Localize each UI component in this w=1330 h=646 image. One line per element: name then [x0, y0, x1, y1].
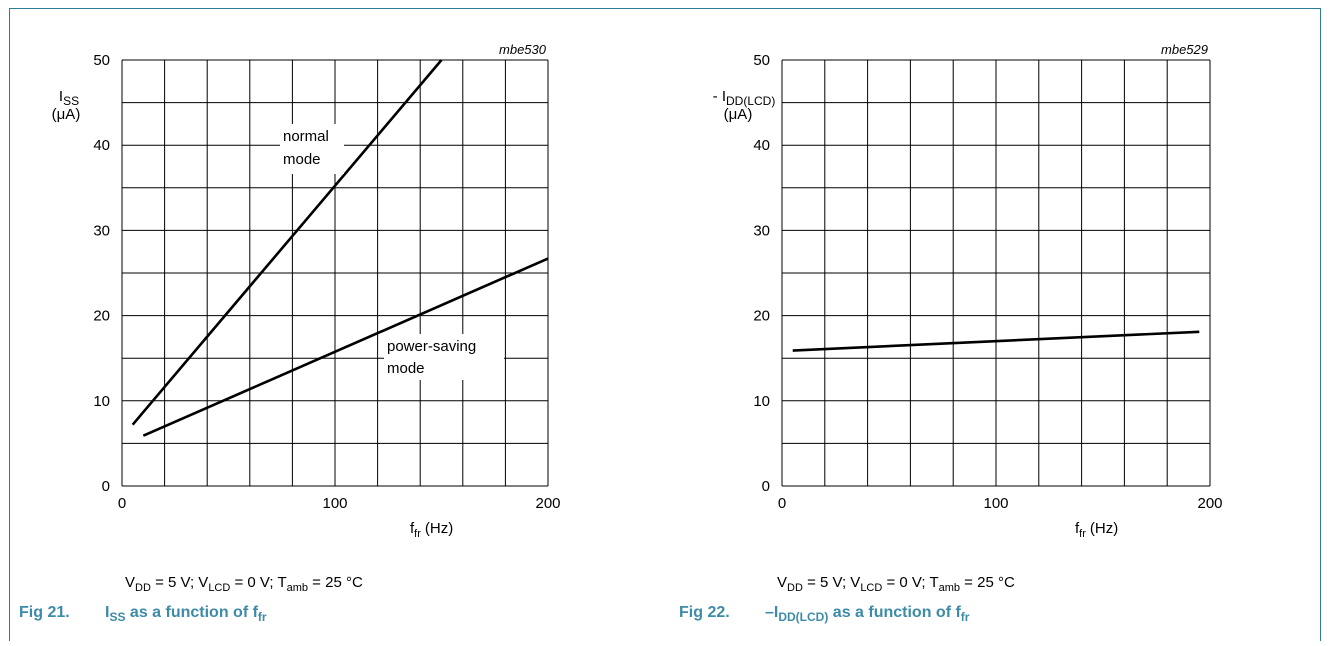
caption-t2-sub: fr [960, 610, 970, 625]
annotation-power-saving-line1: power-saving [387, 338, 476, 355]
cond-vlcd-sub: LCD [860, 582, 883, 594]
series-line-1 [142, 257, 549, 437]
x-tick-label: 100 [983, 495, 1008, 512]
annotation-normal-line2: mode [283, 151, 321, 168]
cond-vlcd-sub: LCD [208, 582, 231, 594]
x-label-sub: fr [1079, 528, 1086, 540]
caption-t1: I [105, 604, 110, 621]
y-tick-label: 40 [93, 137, 110, 154]
cond-vdd: V [777, 574, 788, 591]
figure-22-panel: 0 100 200 0 10 20 30 40 50 mbe529 - IDD(LCD) (μA… [660, 0, 1320, 646]
series-line-0 [792, 330, 1200, 352]
x-tick-label: 0 [118, 495, 126, 512]
chart-grid [781, 59, 1211, 487]
cond-vdd-val: = 5 V; V [802, 574, 861, 591]
y-axis-unit: (μA) [52, 106, 81, 123]
y-tick-label: 10 [93, 393, 110, 410]
y-tick-label: 20 [753, 308, 770, 325]
cond-tamb-sub: amb [286, 582, 309, 594]
x-tick-label: 0 [778, 495, 786, 512]
y-tick-label: 40 [753, 137, 770, 154]
y-axis-unit: (μA) [724, 106, 753, 123]
y-label-sub: SS [63, 94, 79, 108]
x-tick-label: 200 [535, 495, 560, 512]
cond-vdd-val: = 5 V; V [150, 574, 209, 591]
figure-frame [9, 8, 1321, 641]
cond-vdd: V [125, 574, 136, 591]
figure-caption: Fig 21. ISS as a function of ffr [19, 604, 267, 624]
figure-code: mbe530 [499, 42, 547, 57]
annotation-normal-bg [280, 124, 344, 174]
chart-grid [121, 59, 549, 487]
caption-t2: as a function of f [828, 604, 961, 621]
series-line-0 [131, 59, 443, 426]
caption-number: Fig 22. [679, 604, 730, 621]
caption-t1: –I [765, 604, 779, 621]
cond-vdd-sub: DD [787, 582, 803, 594]
y-tick-label: 20 [93, 308, 110, 325]
annotation-power-saving-line2: mode [387, 360, 425, 377]
y-tick-label: 50 [93, 52, 110, 69]
figure-21-panel: 0 100 200 0 10 20 30 40 50 mbe530 ISS (μA) ffr (H… [0, 0, 660, 646]
cond-tamb-val: = 25 °C [308, 574, 363, 591]
annotation-power-saving-bg [384, 334, 504, 380]
series-lines [131, 59, 549, 437]
y-tick-label: 0 [102, 478, 110, 495]
caption-t2-sub: fr [257, 610, 267, 625]
cond-vdd-sub: DD [135, 582, 151, 594]
x-label-main: f [410, 520, 415, 537]
x-label-unit: (Hz) [1090, 520, 1118, 537]
y-label-main: - I [713, 88, 726, 105]
x-label-sub: fr [414, 528, 421, 540]
x-axis-label: ffr (Hz) [410, 520, 453, 540]
chart-iss-vs-ffr: 0 100 200 0 10 20 30 40 50 mbe530 ISS (μA) ffr (H… [52, 42, 561, 540]
y-label-main: I [59, 88, 63, 105]
x-tick-label: 100 [322, 495, 347, 512]
cond-tamb-sub: amb [938, 582, 961, 594]
cond-tamb-val: = 25 °C [960, 574, 1015, 591]
tick-labels: 0 100 200 0 10 20 30 40 50 [753, 52, 1222, 512]
figure-code: mbe529 [1161, 42, 1208, 57]
y-tick-label: 50 [753, 52, 770, 69]
caption-t2: as a function of f [125, 604, 258, 621]
figure-caption: Fig 22. –IDD(LCD) as a function of ffr [679, 604, 969, 624]
chart-idd-lcd-vs-ffr: 0 100 200 0 10 20 30 40 50 mbe529 - IDD(LCD) (μA… [713, 42, 1223, 540]
y-tick-label: 10 [753, 393, 770, 410]
y-tick-label: 30 [93, 222, 110, 239]
caption-t1-sub: DD(LCD) [778, 610, 829, 625]
y-axis-label: - IDD(LCD) [713, 88, 776, 108]
x-tick-label: 200 [1197, 495, 1222, 512]
x-axis-label: ffr (Hz) [1075, 520, 1118, 540]
y-tick-label: 30 [753, 222, 770, 239]
caption-number: Fig 21. [19, 604, 70, 621]
series-lines [792, 330, 1200, 352]
cond-vlcd-val: = 0 V; T [882, 574, 939, 591]
y-label-sub: DD(LCD) [726, 94, 775, 108]
conditions-text: VDD = 5 V; VLCD = 0 V; Tamb = 25 °C [777, 574, 1015, 594]
x-label-main: f [1075, 520, 1080, 537]
annotation-normal-line1: normal [283, 128, 329, 145]
cond-vlcd-val: = 0 V; T [230, 574, 287, 591]
tick-labels: 0 100 200 0 10 20 30 40 50 [93, 52, 560, 512]
conditions-text: VDD = 5 V; VLCD = 0 V; Tamb = 25 °C [125, 574, 363, 594]
y-tick-label: 0 [762, 478, 770, 495]
caption-t1-sub: SS [109, 610, 126, 625]
y-axis-label: ISS [59, 88, 79, 108]
x-label-unit: (Hz) [425, 520, 453, 537]
